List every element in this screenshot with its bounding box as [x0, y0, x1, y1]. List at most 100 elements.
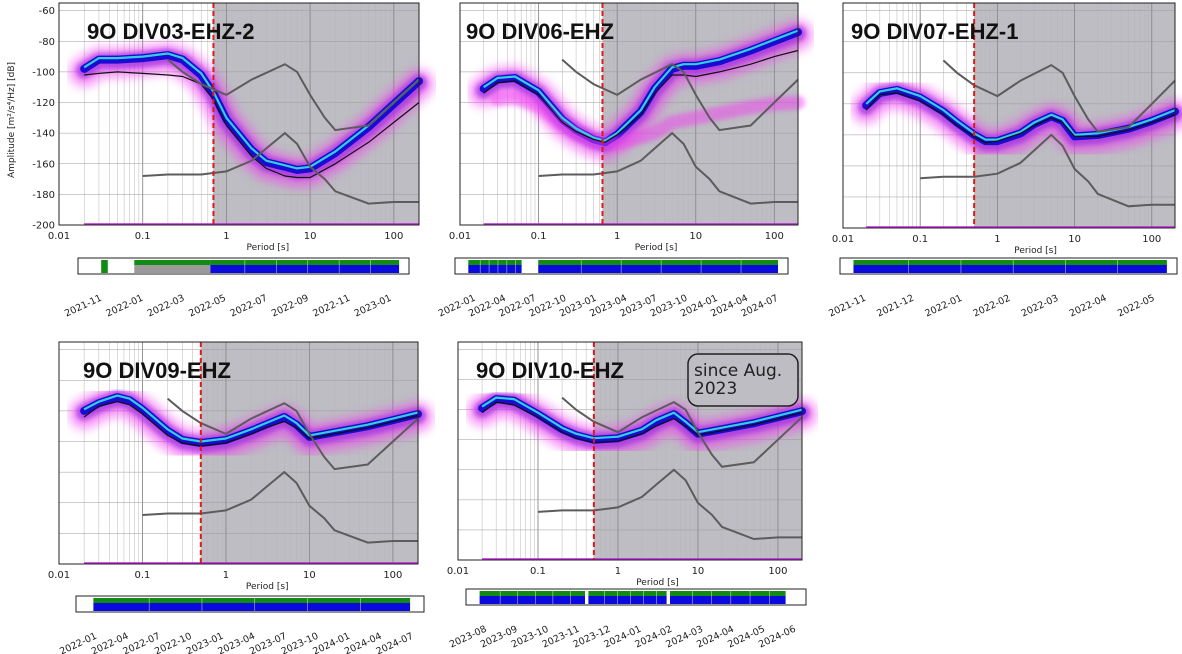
x-tick-label: 1: [994, 234, 1000, 245]
timeline-date-label: 2022-07: [229, 293, 270, 320]
nlnm-model-curve: [920, 133, 1175, 208]
plot-frame: [58, 341, 419, 565]
x-tick-label: 10: [303, 570, 316, 581]
availability-segment-blue: [670, 596, 786, 604]
psd-panel: 9O DIV10-EHZ since Aug.2023 0.01 0.1 1 10 100 P…: [447, 341, 817, 650]
timeline-date-label: 2022-02: [972, 293, 1013, 320]
panel-title: 9O DIV07-EHZ-1: [851, 19, 1019, 44]
psd-panel: 9O DIV03-EHZ-2 0.01 0.1 1 10 100 Period [s] -60…: [32, 2, 434, 320]
x-tick-label: 100: [1142, 234, 1161, 245]
nhnm-model-curve: [561, 396, 803, 468]
mode-curve: [865, 87, 1176, 141]
panel-title: 9O DIV10-EHZ: [476, 358, 624, 383]
x-tick-label: 1: [614, 231, 620, 242]
mode-curve: [481, 396, 803, 440]
x-tick-label: 0.01: [449, 231, 471, 242]
availability-segment-blue: [853, 265, 1167, 273]
availability-segment-blue: [479, 596, 585, 604]
nlnm-model-curve: [537, 468, 802, 541]
data-availability-bar: 2021-11 2021-12 2022-01 2022-02 2022-03 2022-…: [827, 257, 1178, 320]
timeline-date-label: 2022-01: [923, 293, 964, 320]
nhnm-model-curve: [167, 58, 420, 132]
annotation-text: 2023: [694, 379, 737, 399]
psd-panel: 9O DIV09-EHZ 0.01 0.1 1 10 100 Period [s] 2022-…: [48, 341, 433, 654]
y-tick-label: -140: [32, 129, 55, 140]
availability-segment-green: [101, 260, 108, 273]
mode-curve: [83, 394, 419, 443]
x-tick-label: 0.01: [832, 234, 854, 245]
x-axis-label: Period [s]: [1014, 246, 1057, 256]
y-tick-label: -100: [32, 67, 55, 78]
availability-segment-green: [93, 598, 411, 603]
y-tick-label: -80: [39, 37, 55, 48]
x-tick-label: 0.01: [48, 231, 70, 242]
timeline-date-label: 2021-11: [827, 293, 868, 320]
x-axis-label: Period [s]: [246, 243, 289, 253]
y-tick-label: -120: [32, 98, 55, 109]
availability-segment-green: [210, 260, 400, 265]
x-axis-label: Period [s]: [246, 582, 289, 592]
x-tick-label: 1: [223, 570, 229, 581]
timeline-date-label: 2022-04: [1068, 293, 1109, 320]
annotation-text: since Aug.: [694, 361, 782, 381]
x-tick-label: 0.1: [135, 231, 151, 242]
mean-curve: [83, 401, 419, 447]
x-tick-label: 0.1: [135, 570, 151, 581]
plot-frame: [459, 2, 799, 226]
mean-curve: [84, 71, 420, 179]
timeline-date-label: 2022-05: [187, 293, 228, 320]
data-availability-bar: 2022-012022-042022-072022-102023-012023-…: [58, 595, 425, 654]
mode-curve: [483, 29, 799, 142]
mean-curve: [865, 92, 1176, 144]
availability-segment-green: [853, 260, 1167, 265]
x-tick-label: 0.1: [531, 231, 547, 242]
x-tick-label: 10: [692, 566, 705, 577]
y-tick-label: -160: [32, 159, 55, 170]
data-availability-bar: 2021-11 2022-01 2022-03 2022-05 2022-07 2022-…: [63, 257, 410, 320]
x-tick-label: 100: [383, 570, 402, 581]
pdf-core-band: [80, 393, 422, 447]
availability-segment-green: [479, 591, 585, 596]
availability-segment-green: [468, 260, 522, 265]
panel-title: 9O DIV09-EHZ: [83, 358, 231, 383]
pdf-core-band: [479, 28, 802, 147]
nlnm-model-curve: [142, 131, 419, 205]
timeline-date-label: 2021-12: [875, 293, 916, 320]
availability-segment-blue: [538, 265, 779, 273]
mode-curve: [83, 52, 420, 170]
x-tick-label: 10: [304, 231, 317, 242]
x-tick-label: 1: [615, 566, 621, 577]
x-tick-label: 10: [1068, 234, 1081, 245]
y-tick-label: -200: [32, 221, 55, 232]
x-tick-label: 100: [765, 231, 784, 242]
plot-frame: [842, 2, 1176, 229]
availability-segment-blue: [588, 596, 667, 604]
availability-segment-green: [670, 591, 786, 596]
y-axis-label: Amplitude [m²/s⁴/Hz] [dB]: [7, 62, 17, 178]
x-axis-label: Period [s]: [635, 243, 678, 253]
x-tick-label: 0.01: [447, 566, 469, 577]
timeline-date-label: 2024-07: [374, 631, 415, 654]
timeline-date-label: 2022-01: [104, 293, 145, 320]
mean-curve: [483, 49, 799, 143]
psd-panel: 9O DIV06-EHZ 0.01 0.1 1 10 100 Period [s] 2022-…: [437, 2, 813, 319]
timeline-date-label: 2022-03: [146, 293, 187, 320]
availability-segment-green: [588, 591, 667, 596]
data-availability-bar: 2023-082023-092023-102023-112023-122024-…: [448, 588, 807, 650]
nlnm-model-curve: [538, 131, 798, 205]
plot-frame: [457, 341, 803, 561]
annotation-box: [687, 353, 799, 407]
timeline-date-label: 2022-11: [311, 293, 352, 320]
x-tick-label: 0.01: [48, 570, 70, 581]
timeline-date-label: 2023-01: [353, 293, 394, 320]
x-tick-label: 0.1: [530, 566, 546, 577]
availability-segment-blue: [210, 265, 400, 273]
x-tick-label: 100: [768, 566, 787, 577]
data-availability-bar: 2022-012022-042022-072022-102023-012023-…: [437, 257, 789, 319]
pdf-core-band: [478, 395, 806, 444]
x-tick-label: 1: [223, 231, 229, 242]
nlnm-model-curve: [142, 470, 418, 544]
panel-title: 9O DIV06-EHZ: [466, 19, 614, 44]
x-tick-label: 10: [689, 231, 702, 242]
